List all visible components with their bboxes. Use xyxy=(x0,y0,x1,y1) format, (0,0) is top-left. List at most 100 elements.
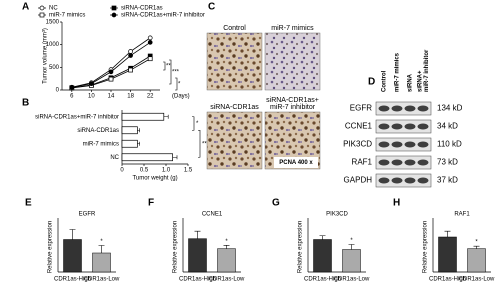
x-axis-title: Tumor weight (g) xyxy=(132,176,177,182)
blot-band xyxy=(378,141,390,148)
significance-label: *** xyxy=(202,141,210,147)
error-bar xyxy=(194,230,201,239)
panel-label: H xyxy=(393,198,400,209)
legend-label: siRNA-CDR1as xyxy=(121,6,163,12)
error-bar xyxy=(98,245,105,253)
size-label: 134 kD xyxy=(437,104,463,113)
x-tick-label: CDR1as-High xyxy=(179,277,216,283)
marker xyxy=(128,67,133,73)
stain-label: PCNA 400 x xyxy=(279,160,313,166)
x-tick-label: CDR1as-High xyxy=(54,277,91,283)
error-bar xyxy=(137,141,140,146)
error-bar xyxy=(172,155,178,160)
y-tick-label: 500 xyxy=(49,65,60,71)
size-label: 73 kD xyxy=(437,158,458,167)
ihc-image xyxy=(206,32,263,91)
error-bar xyxy=(69,229,76,240)
significance-label: ** xyxy=(166,64,171,70)
significance-label: * xyxy=(475,240,478,246)
x-tick-label: 14 xyxy=(108,94,115,100)
x-tick-label: CDR1as-Low xyxy=(84,277,120,283)
y-tick-label: NC xyxy=(110,155,119,161)
x-tick-label: 18 xyxy=(127,94,134,100)
ihc-label: siRNA-CDR1as xyxy=(210,104,259,111)
panel-label: B xyxy=(22,98,29,109)
panel-label: F xyxy=(148,198,154,209)
size-label: 37 kD xyxy=(437,176,458,185)
panel-label: D xyxy=(368,77,375,88)
protein-label: CCNE1 xyxy=(345,122,373,131)
significance-bracket xyxy=(198,129,201,158)
blot-band xyxy=(417,123,429,130)
chart-title: RAF1 xyxy=(454,212,470,218)
bar xyxy=(467,248,486,273)
y-tick-label: 1000 xyxy=(46,42,60,48)
significance-bracket xyxy=(163,61,166,71)
x-tick-label: CDR1as-Low xyxy=(334,277,370,283)
y-axis-title: Relative expression xyxy=(298,221,304,273)
x-tick-label: 6 xyxy=(70,94,74,100)
x-tick-label: 1.5 xyxy=(184,168,193,174)
legend-label: NC xyxy=(49,6,58,12)
marker xyxy=(147,56,153,62)
x-tick-label: 1.0 xyxy=(162,168,171,174)
error-bar xyxy=(473,245,480,249)
protein-label: GAPDH xyxy=(344,176,373,185)
bar xyxy=(188,238,207,273)
blot-band xyxy=(378,105,390,112)
y-axis-title: Tumor volume (mm³) xyxy=(43,28,49,84)
error-bar xyxy=(319,235,326,240)
significance-bracket xyxy=(169,59,172,85)
panel-label: C xyxy=(208,2,215,13)
chart-title: PIK3CD xyxy=(326,212,348,218)
legend-label: miR-7 mimics xyxy=(49,13,85,19)
column-label: miR-7 mimics xyxy=(395,52,401,92)
x-axis-title: (Days) xyxy=(172,94,190,100)
ihc-label: miR-7 inhibitor xyxy=(270,104,316,111)
significance-label: * xyxy=(350,238,353,244)
x-tick-label: 0.5 xyxy=(140,168,149,174)
blot-band xyxy=(417,159,429,166)
y-tick-label: 1500 xyxy=(46,20,60,26)
x-tick-label: CDR1as-Low xyxy=(459,277,495,283)
stain-box xyxy=(274,157,318,168)
blot-band xyxy=(378,159,390,166)
error-bar xyxy=(348,244,355,250)
column-label: Control xyxy=(382,70,388,92)
bar xyxy=(217,248,236,273)
blot-strip xyxy=(375,137,432,152)
ihc-label: miR-7 mimics xyxy=(271,25,314,32)
error-bar xyxy=(163,114,169,119)
panel-label: G xyxy=(272,198,280,209)
marker xyxy=(89,81,94,87)
blot-band xyxy=(378,177,390,184)
bar xyxy=(121,153,173,162)
marker xyxy=(69,85,75,90)
size-label: 34 kD xyxy=(437,122,458,131)
column-label: miR-7 inhibitor xyxy=(424,49,430,92)
y-tick-label: miR-7 mimics xyxy=(83,141,119,147)
blot-strip xyxy=(375,119,432,134)
blot-band xyxy=(404,177,416,184)
blot-band xyxy=(391,105,403,112)
legend-marker xyxy=(111,5,117,11)
x-tick-label: CDR1as-Low xyxy=(209,277,245,283)
column-label: siRNA+ xyxy=(417,70,423,92)
y-tick-label: siRNA-CDR1as+miR-7 inhibitor xyxy=(35,114,119,120)
y-tick-label: siRNA-CDR1as xyxy=(77,128,119,134)
panel-label: A xyxy=(22,2,29,13)
blot-band xyxy=(417,177,429,184)
blot-band xyxy=(378,123,390,130)
panel-label: E xyxy=(25,198,32,209)
blot-band xyxy=(404,105,416,112)
marker xyxy=(147,35,153,41)
legend-marker xyxy=(39,5,45,11)
blot-band xyxy=(391,159,403,166)
y-axis-title: Relative expression xyxy=(173,221,179,273)
error-bar xyxy=(444,230,451,237)
blot-band xyxy=(404,123,416,130)
blot-band xyxy=(391,177,403,184)
protein-label: RAF1 xyxy=(352,158,373,167)
marker xyxy=(108,69,114,75)
